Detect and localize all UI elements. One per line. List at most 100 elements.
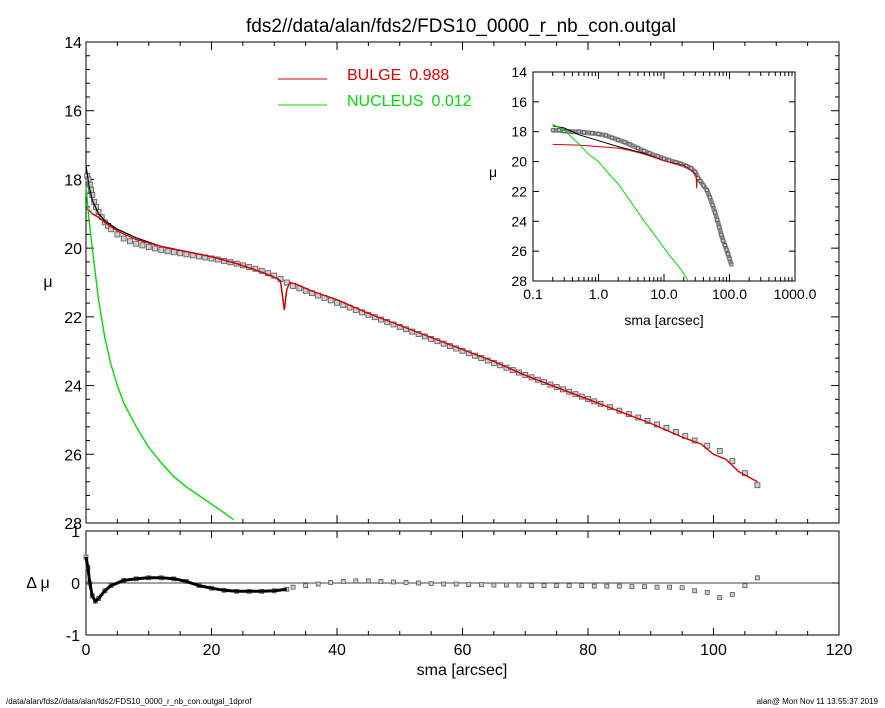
data-point xyxy=(152,245,158,252)
inset-data-point xyxy=(704,188,709,192)
inset-data-point xyxy=(729,262,734,267)
inset-data-point xyxy=(662,156,666,161)
inset-data-point xyxy=(696,176,700,180)
legend-nucleus-label: NUCLEUS 0.012 xyxy=(347,93,472,110)
inset-ytick-label: 28 xyxy=(511,273,527,289)
residual-point xyxy=(692,588,698,594)
inset-ytick-label: 18 xyxy=(511,124,527,140)
residual-point xyxy=(755,575,760,581)
inset-data-point xyxy=(727,256,732,261)
residual-xtick-label: 120 xyxy=(826,642,853,659)
chart-title: fds2//data/alan/fds2/FDS10_0000_r_nb_con… xyxy=(246,16,676,37)
residual-point xyxy=(391,579,396,585)
inset-data-point xyxy=(627,142,632,147)
data-point xyxy=(754,482,761,489)
residual-point xyxy=(667,584,672,590)
residual-xtick-label: 40 xyxy=(328,642,346,659)
residual-point xyxy=(453,581,459,587)
residual-point xyxy=(654,584,660,590)
residual-point xyxy=(642,584,647,590)
inset-nucleus-line xyxy=(552,123,689,281)
main-ytick-label: 16 xyxy=(64,104,82,121)
inset-data-point xyxy=(698,179,703,183)
inset-data-point xyxy=(715,217,720,222)
residual-ytick-label: 0 xyxy=(71,576,80,593)
residual-xtick-label: 100 xyxy=(700,642,727,659)
data-point xyxy=(170,249,177,256)
inset-clipped-series xyxy=(550,123,734,281)
inset-data-point xyxy=(647,151,652,156)
residual-point xyxy=(491,582,497,588)
residual-point xyxy=(704,589,710,595)
residual-point xyxy=(742,583,748,588)
inset-ytick-label: 22 xyxy=(511,183,527,199)
data-point xyxy=(145,244,152,251)
inset-data-point xyxy=(724,247,729,252)
legend: BULGE 0.988 NUCLEUS 0.012 xyxy=(278,67,472,110)
residual-series-group xyxy=(83,554,760,604)
inset-ytick-label: 24 xyxy=(511,213,527,229)
inset-bulge-line xyxy=(552,143,698,189)
nucleus-line xyxy=(85,186,234,521)
inset-xtick-label: 10.0 xyxy=(650,286,677,302)
model-line xyxy=(85,165,288,311)
main-ytick-label: 18 xyxy=(64,172,82,189)
inset-xtick-label: 1000.0 xyxy=(774,286,817,302)
inset-data-point xyxy=(721,238,726,243)
residual-point xyxy=(353,578,359,584)
main-ytick-label: 28 xyxy=(64,516,82,533)
residual-point xyxy=(529,583,534,588)
data-point xyxy=(114,231,121,238)
inset-data-point xyxy=(655,154,660,159)
residual-point xyxy=(604,583,610,589)
legend-bulge-value: 0.988 xyxy=(409,67,449,84)
inset-data-band xyxy=(552,127,734,266)
inset-data-point xyxy=(557,128,561,133)
inset-data-point xyxy=(726,252,730,257)
residual-ytick-label: 1 xyxy=(71,524,80,541)
inset-background xyxy=(500,64,804,282)
data-point xyxy=(208,255,215,262)
inset-ytick-label: 14 xyxy=(511,64,527,80)
residual-point xyxy=(717,595,723,600)
residual-point xyxy=(478,582,484,587)
residual-line xyxy=(84,556,287,604)
main-ytick-label: 20 xyxy=(64,241,82,258)
inset-xtick-label: 100.0 xyxy=(712,286,747,302)
main-axis-ticks: 14 16 18 20 22 24 26 28 xyxy=(64,35,840,533)
data-point xyxy=(139,242,146,249)
footer-right: alan@ Mon Nov 11 13:55:37 2019 xyxy=(757,697,879,706)
main-ytick-label: 26 xyxy=(64,447,82,464)
residual-xtick-label: 20 xyxy=(203,642,221,659)
residual-point xyxy=(566,583,572,588)
inset-ylabel: μ xyxy=(489,164,497,180)
inset-xlabel: sma [arcsec] xyxy=(624,312,703,328)
residual-point xyxy=(416,580,421,586)
residual-point xyxy=(504,582,509,588)
residual-point xyxy=(290,584,296,590)
inset-series-group xyxy=(550,123,734,281)
residual-point xyxy=(616,583,622,589)
residual-xlabel: sma [arcsec] xyxy=(417,662,508,679)
inset-data-point xyxy=(616,138,621,142)
residual-point xyxy=(679,585,685,591)
inset-data-point xyxy=(590,131,595,136)
inset-data-point xyxy=(636,146,640,151)
residual-point xyxy=(365,578,371,584)
inset-data-point xyxy=(722,243,727,248)
data-point xyxy=(127,238,133,245)
inset-data-point xyxy=(604,133,608,138)
inset-data-point xyxy=(642,149,647,154)
inset-data-point xyxy=(713,210,717,215)
bulge-line xyxy=(85,207,758,483)
legend-nucleus-name: NUCLEUS xyxy=(347,93,423,110)
inset-data-point xyxy=(717,225,722,230)
main-ytick-label: 22 xyxy=(64,310,82,327)
residual-point xyxy=(554,583,560,588)
data-point xyxy=(177,250,184,257)
inset-data-point xyxy=(701,183,706,188)
inset-data-point xyxy=(719,232,724,237)
inset-data-point xyxy=(609,135,614,140)
residual-xtick-label: 80 xyxy=(579,642,597,659)
residual-point xyxy=(466,582,472,587)
